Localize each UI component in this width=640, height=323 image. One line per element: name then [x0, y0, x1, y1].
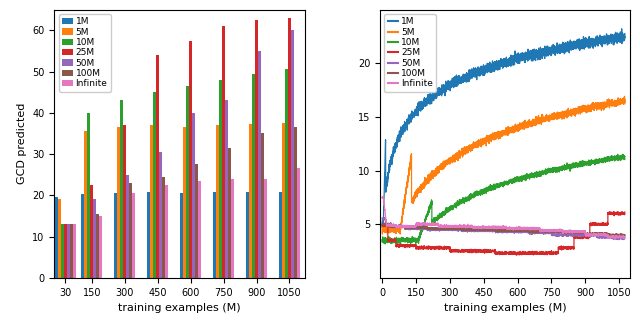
- Bar: [120, 100, 123, 278]
- Bar: [249, 124, 252, 278]
- Bar: [61, 224, 64, 278]
- Bar: [73, 224, 76, 278]
- Bar: [129, 183, 132, 278]
- Bar: [252, 74, 255, 278]
- Bar: [132, 193, 136, 278]
- Bar: [87, 113, 90, 278]
- Bar: [219, 80, 222, 278]
- Bar: [81, 194, 84, 278]
- Legend: 1M, 5M, 10M, 25M, 50M, 100M, Infinite: 1M, 5M, 10M, 25M, 50M, 100M, Infinite: [385, 14, 436, 92]
- Bar: [216, 125, 219, 278]
- Bar: [213, 193, 216, 278]
- Bar: [261, 133, 264, 278]
- Bar: [180, 193, 183, 278]
- Bar: [84, 131, 87, 278]
- Bar: [246, 193, 249, 278]
- Bar: [54, 197, 58, 278]
- X-axis label: training examples (M): training examples (M): [444, 303, 566, 313]
- Bar: [99, 216, 102, 278]
- Bar: [70, 224, 73, 278]
- Bar: [225, 100, 228, 278]
- Bar: [294, 127, 297, 278]
- Bar: [288, 18, 291, 278]
- Bar: [189, 41, 192, 278]
- Bar: [186, 86, 189, 278]
- Bar: [67, 224, 70, 278]
- Bar: [198, 181, 202, 278]
- Legend: 1M, 5M, 10M, 25M, 50M, 100M, Infinite: 1M, 5M, 10M, 25M, 50M, 100M, Infinite: [59, 14, 111, 92]
- Bar: [153, 92, 156, 278]
- Bar: [150, 125, 153, 278]
- Bar: [163, 177, 165, 278]
- Bar: [297, 169, 300, 278]
- Bar: [90, 185, 93, 278]
- Bar: [195, 164, 198, 278]
- Bar: [117, 127, 120, 278]
- Bar: [231, 179, 234, 278]
- Bar: [114, 193, 117, 278]
- Bar: [258, 51, 261, 278]
- Bar: [192, 113, 195, 278]
- Bar: [126, 175, 129, 278]
- Bar: [285, 69, 288, 278]
- Bar: [93, 199, 97, 278]
- Y-axis label: GCD predicted: GCD predicted: [17, 103, 27, 184]
- Bar: [159, 152, 162, 278]
- Bar: [123, 125, 126, 278]
- Bar: [282, 123, 285, 278]
- Bar: [156, 55, 159, 278]
- Bar: [279, 192, 282, 278]
- Bar: [255, 20, 258, 278]
- Bar: [291, 30, 294, 278]
- Bar: [64, 224, 67, 278]
- Bar: [183, 127, 186, 278]
- Bar: [165, 185, 168, 278]
- Bar: [97, 214, 99, 278]
- Bar: [147, 193, 150, 278]
- Bar: [58, 199, 61, 278]
- X-axis label: training examples (M): training examples (M): [118, 303, 241, 313]
- Bar: [264, 179, 268, 278]
- Bar: [222, 26, 225, 278]
- Bar: [228, 148, 231, 278]
